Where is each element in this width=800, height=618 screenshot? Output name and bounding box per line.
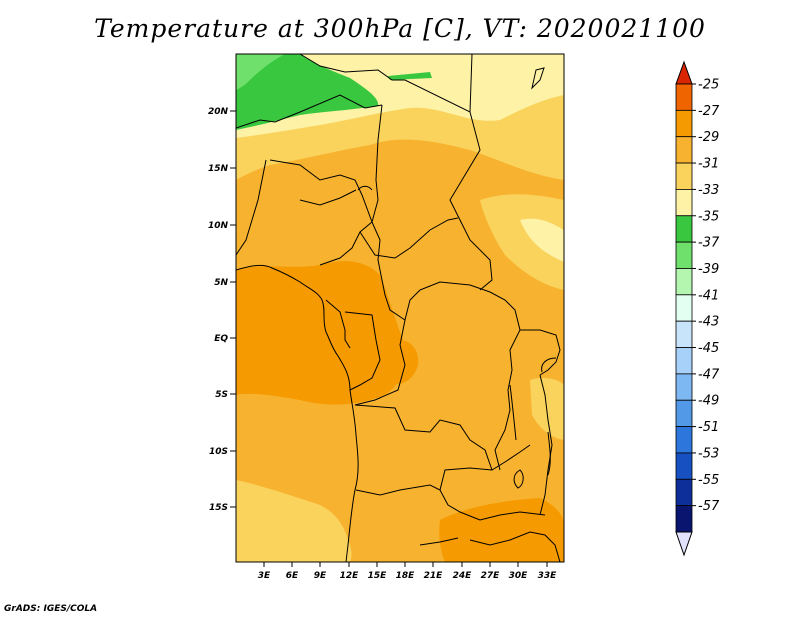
colorbar-cell: [675, 241, 693, 269]
map-frame: [235, 53, 565, 563]
colorbar-cell: [675, 320, 693, 348]
colorbar-cell: [675, 136, 693, 164]
colorbar-ticks: -25 -27 -29 -31 -33 -35 -37 -39 -41 -43 -45 -47 -49 -…: [692, 78, 720, 514]
colorbar-tick-label: -41: [698, 288, 719, 303]
colorbar-cell: [675, 189, 693, 217]
lat-tick-label: 15S: [209, 503, 228, 513]
lat-tick-label: EQ: [214, 334, 228, 344]
lat-tick-label: 10N: [208, 221, 229, 231]
colorbar-cells: [675, 83, 693, 533]
colorbar-tick-label: -37: [698, 236, 720, 251]
colorbar-cell: [675, 215, 693, 243]
colorbar-cell: [675, 347, 693, 375]
grads-credit: GrADS: IGES/COLA: [4, 604, 98, 614]
colorbar-cell: [675, 505, 693, 533]
colorbar-cell: [675, 399, 693, 427]
lon-tick-label: 33E: [538, 571, 558, 581]
lon-tick-label: 3E: [258, 571, 271, 581]
lon-tick-label: 15E: [368, 571, 388, 581]
lon-tick-label: 21E: [424, 571, 444, 581]
colorbar-tick-label: -45: [698, 341, 719, 356]
colorbar-cell: [675, 452, 693, 480]
lon-tick-label: 12E: [340, 571, 360, 581]
colorbar-cell: [675, 109, 693, 138]
colorbar-cell: [675, 478, 693, 507]
lon-tick-label: 18E: [396, 571, 416, 581]
colorbar-tick-label: -25: [698, 78, 719, 93]
lat-tick-label: 15N: [208, 164, 229, 174]
lat-tick-label: 5S: [215, 390, 228, 400]
colorbar-tick-label: -49: [698, 394, 719, 409]
colorbar-cell: [675, 373, 693, 401]
colorbar-cell: [675, 83, 693, 111]
colorbar-tick-label: -33: [698, 183, 719, 198]
lat-axis: 20N 15N 10N 5N EQ 5S 10S 15S: [208, 107, 236, 513]
lon-tick-label: 9E: [314, 571, 327, 581]
lon-axis: 3E 6E 9E 12E 15E 18E 21E 24E 27E 30E 33E: [258, 562, 557, 581]
colorbar-tick-label: -51: [698, 420, 719, 435]
colorbar-tick-label: -53: [698, 446, 719, 461]
colorbar-tick-label: -43: [698, 315, 719, 330]
colorbar-cell: [675, 268, 693, 296]
map-title: Temperature at 300hPa [C], VT: 202002110…: [94, 14, 706, 43]
temperature-field: [236, 54, 564, 562]
colorbar: -25 -27 -29 -31 -33 -35 -37 -39 -41 -43 -45 -47 -49 -…: [675, 60, 720, 557]
colorbar-tick-label: -47: [698, 367, 720, 382]
lat-tick-label: 10S: [209, 447, 228, 457]
colorbar-cell: [675, 294, 693, 322]
colorbar-tick-label: -31: [698, 157, 719, 172]
colorbar-top-arrow: [675, 60, 693, 85]
lon-tick-label: 27E: [481, 571, 501, 581]
country-borders: [236, 54, 561, 562]
colorbar-bottom-arrow: [675, 531, 693, 557]
colorbar-tick-label: -39: [698, 262, 719, 277]
colorbar-tick-label: -29: [698, 130, 719, 145]
colorbar-tick-label: -35: [698, 209, 719, 224]
colorbar-tick-label: -55: [698, 473, 719, 488]
lon-tick-label: 6E: [286, 571, 299, 581]
colorbar-cell: [675, 426, 693, 454]
colorbar-tick-label: -27: [698, 104, 720, 119]
lon-tick-label: 30E: [509, 571, 529, 581]
lat-tick-label: 20N: [208, 107, 229, 117]
lat-tick-label: 5N: [214, 278, 228, 288]
colorbar-tick-label: -57: [698, 499, 720, 514]
lon-tick-label: 24E: [453, 571, 473, 581]
colorbar-cell: [675, 162, 693, 190]
